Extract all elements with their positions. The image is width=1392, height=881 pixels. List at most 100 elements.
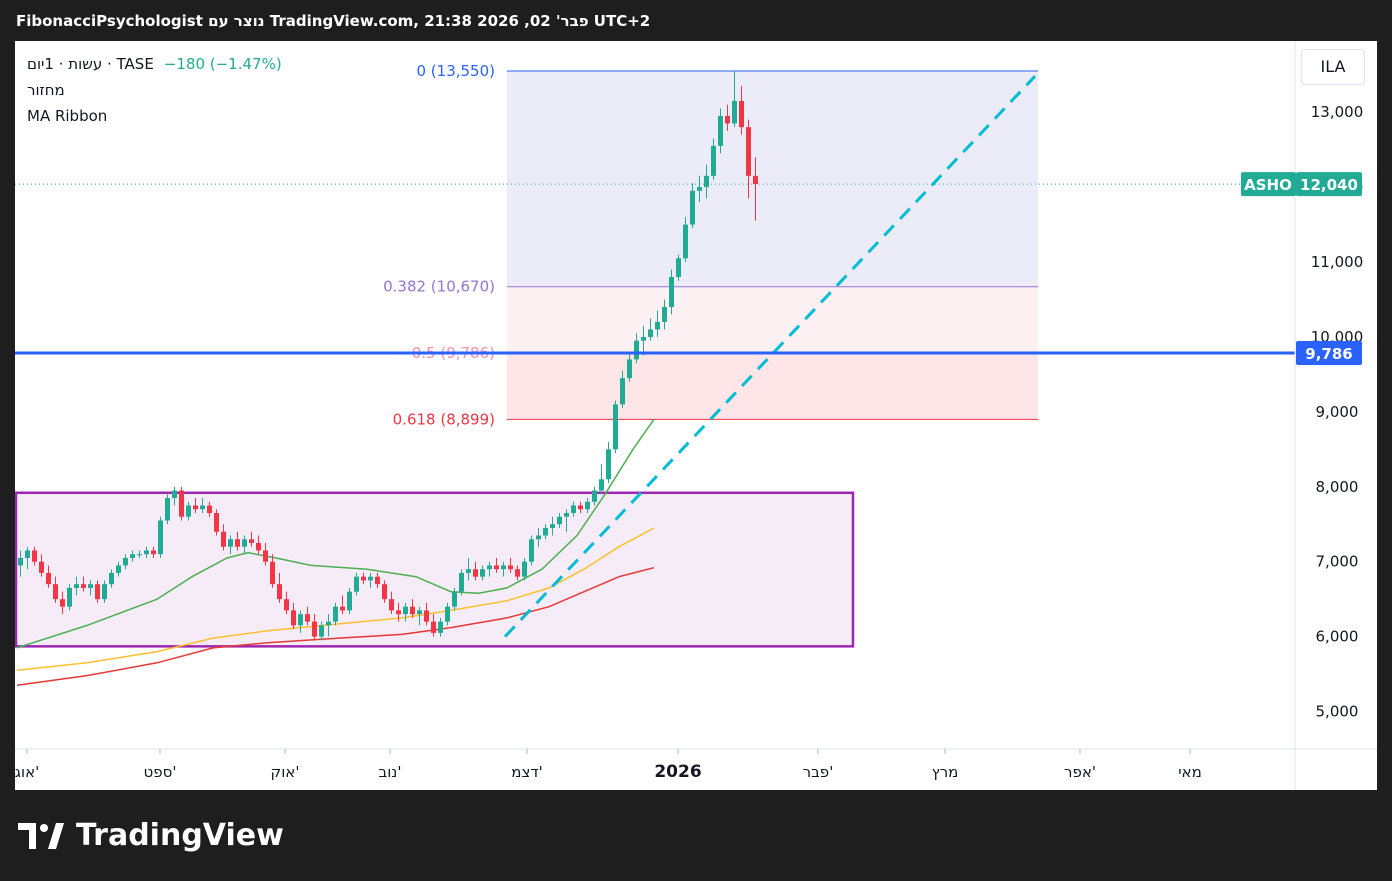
candle-body xyxy=(333,606,338,622)
candle-body xyxy=(515,569,520,577)
candle-body xyxy=(214,513,219,532)
candle-body xyxy=(585,501,590,510)
candle-body xyxy=(711,145,716,176)
candle xyxy=(550,516,555,536)
candle-body xyxy=(361,576,366,581)
candle xyxy=(753,157,758,221)
candle xyxy=(46,565,51,588)
price-change: −180 (−1.47%) xyxy=(163,55,282,73)
candle xyxy=(249,531,254,547)
candle-body xyxy=(543,527,548,536)
candle-body xyxy=(410,606,415,615)
candle-body xyxy=(613,404,618,450)
candle xyxy=(739,85,744,135)
symbol-row[interactable]: עשות · 1יום · TASE −180 (−1.47%) xyxy=(27,53,282,79)
candle xyxy=(291,602,296,630)
ma-ribbon-line-3 xyxy=(16,566,655,687)
chart-panel[interactable]: 0 (13,550) 0.382 (10,670) 0.5 (9,786) 0.618… xyxy=(15,41,1377,790)
candle xyxy=(424,602,429,626)
candle xyxy=(165,494,170,525)
candle-body xyxy=(536,535,541,540)
candle-body xyxy=(557,516,562,525)
candle xyxy=(179,486,184,521)
volume-indicator-label[interactable]: מחזור xyxy=(27,81,65,99)
currency-button[interactable]: ILA xyxy=(1301,49,1365,85)
candle xyxy=(634,333,639,364)
candle xyxy=(410,599,415,618)
candle xyxy=(368,572,373,588)
candle xyxy=(459,569,464,596)
candle xyxy=(592,486,597,506)
candle xyxy=(382,580,387,603)
ma-ribbon-line-1 xyxy=(16,418,655,649)
candle-body xyxy=(179,490,184,517)
candle xyxy=(312,614,317,641)
candle-body xyxy=(46,572,51,585)
candle xyxy=(333,602,338,626)
candle-body xyxy=(599,479,604,491)
candle-body xyxy=(592,490,597,502)
candle-body xyxy=(655,321,660,330)
candle xyxy=(690,183,695,229)
candle-body xyxy=(452,591,457,607)
candle xyxy=(81,576,86,592)
horizontal-level-tag xyxy=(1296,340,1362,365)
candle xyxy=(123,554,128,570)
y-tick-label: 9,000 xyxy=(1316,403,1359,421)
candle-body xyxy=(571,505,576,513)
candle-body xyxy=(137,554,142,556)
symbol-label[interactable]: עשות · 1יום · TASE xyxy=(27,55,154,73)
candle-body xyxy=(235,539,240,547)
candle xyxy=(522,557,527,581)
candle-body xyxy=(193,505,198,510)
fib-level-label: 0 (13,550) xyxy=(416,62,495,80)
ma-ribbon-indicator-label[interactable]: MA Ribbon xyxy=(27,107,108,125)
candle-body xyxy=(207,505,212,513)
candle xyxy=(221,524,226,551)
candle xyxy=(25,546,30,570)
candle-body xyxy=(256,542,261,551)
candle xyxy=(151,546,156,558)
candle xyxy=(263,542,268,566)
candle-body xyxy=(312,621,317,637)
candle xyxy=(242,535,247,555)
candle xyxy=(158,516,163,558)
y-tick-label: 5,000 xyxy=(1316,703,1359,721)
candle-body xyxy=(396,610,401,615)
candle-body xyxy=(270,561,275,585)
candle xyxy=(515,565,520,581)
candle-body xyxy=(634,340,639,360)
candle xyxy=(326,614,331,637)
candle xyxy=(487,561,492,577)
x-tick-label: מרץ xyxy=(932,763,959,781)
candle xyxy=(74,576,79,596)
candle xyxy=(60,591,65,615)
candle xyxy=(361,572,366,585)
candle xyxy=(172,486,177,506)
candle-body xyxy=(753,175,758,185)
candle-body xyxy=(697,187,702,191)
candle-body xyxy=(102,584,107,600)
candle-body xyxy=(522,561,527,577)
brand-name: TradingView xyxy=(76,818,284,853)
candle-body xyxy=(25,550,30,558)
candle-body xyxy=(32,550,37,562)
candle xyxy=(32,546,37,566)
candle-body xyxy=(368,576,373,581)
candle xyxy=(116,561,121,577)
ma-ribbon-line-2 xyxy=(16,527,655,672)
candle xyxy=(53,576,58,603)
candle-body xyxy=(88,584,93,588)
candle-body xyxy=(459,572,464,592)
candle xyxy=(347,587,352,615)
price-chart[interactable]: 0 (13,550)0.382 (10,670)0.5 (9,786)0.618… xyxy=(15,41,1377,790)
candle-body xyxy=(375,576,380,585)
candle-body xyxy=(326,621,331,626)
candle xyxy=(109,569,114,588)
candle xyxy=(466,557,471,581)
candle-body xyxy=(186,505,191,517)
candle xyxy=(67,584,72,611)
candle-body xyxy=(263,550,268,562)
candle xyxy=(494,557,499,573)
candle xyxy=(18,550,23,577)
